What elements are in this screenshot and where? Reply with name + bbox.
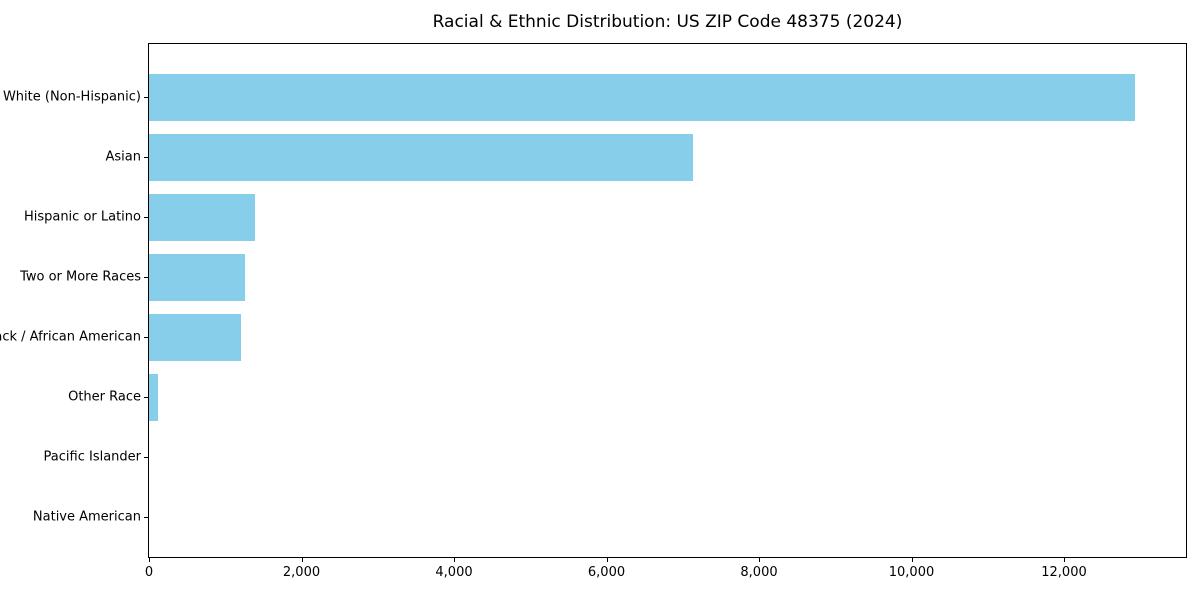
y-tick-mark: [144, 277, 148, 278]
x-tick-mark: [149, 558, 150, 562]
bar-asian: [149, 133, 694, 181]
bar-black-african-american: [149, 313, 242, 361]
chart-title: Racial & Ethnic Distribution: US ZIP Cod…: [432, 12, 903, 32]
bar-row: [149, 187, 1186, 247]
bar-white-non-hispanic: [149, 73, 1135, 121]
y-tick-mark: [144, 457, 148, 458]
x-tick-label: 0: [144, 565, 154, 580]
bar-row: [149, 367, 1186, 427]
y-tick-label-native-american: Native American: [32, 509, 141, 525]
bar-row: [149, 247, 1186, 307]
y-tick-label-other-race: Other Race: [68, 389, 141, 405]
y-tick-label-white-non-hispanic: White (Non-Hispanic): [2, 89, 141, 105]
x-tick-label: 8,000: [740, 565, 778, 580]
x-tick-label: 10,000: [888, 565, 935, 580]
x-tick-mark: [301, 558, 303, 562]
bar-hispanic-or-latino: [149, 193, 255, 241]
bar-row: [149, 307, 1186, 367]
x-tick-label: 12,000: [1041, 565, 1087, 580]
y-tick-label-asian: Asian: [105, 149, 141, 165]
bar-row: [149, 127, 1186, 187]
bar-other-race: [149, 373, 159, 421]
x-tick-label: 4,000: [435, 565, 473, 580]
y-tick-mark: [144, 517, 148, 518]
bar-rows: [149, 67, 1186, 547]
y-tick-mark: [144, 397, 148, 398]
y-tick-label-two-or-more-races: Two or More Races: [20, 269, 141, 285]
x-tick-mark: [759, 558, 760, 562]
bar-row: [149, 487, 1186, 547]
y-tick-label-black-african-american: Black / African American: [0, 329, 141, 345]
plot-area: [148, 43, 1187, 558]
y-tick-mark: [144, 337, 148, 338]
y-tick-label-hispanic-or-latino: Hispanic or Latino: [23, 209, 141, 225]
x-tick-mark: [606, 558, 608, 562]
bar-row: [149, 427, 1186, 487]
x-tick-label: 6,000: [587, 565, 626, 580]
y-tick-label-pacific-islander: Pacific Islander: [43, 449, 141, 465]
x-tick-mark: [1064, 558, 1065, 562]
x-tick-label: 2,000: [282, 565, 321, 580]
x-tick-mark: [911, 558, 913, 562]
x-tick-mark: [454, 558, 455, 562]
bar-two-or-more-races: [149, 253, 246, 301]
y-tick-mark: [144, 217, 148, 218]
y-tick-mark: [144, 97, 148, 98]
y-tick-mark: [144, 157, 148, 158]
bar-row: [149, 67, 1186, 127]
